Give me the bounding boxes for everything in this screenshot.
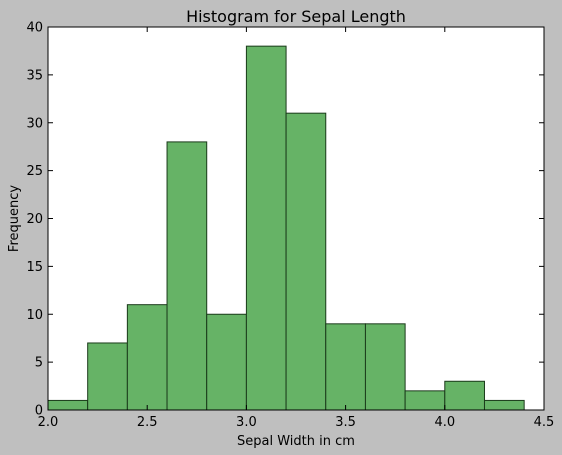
histogram-bar-8 <box>364 323 406 411</box>
histogram-bar-0 <box>47 399 89 411</box>
x-tick-label-5: 4.5 <box>534 415 555 430</box>
x-tick-label-2: 3.0 <box>236 415 257 430</box>
tick-labels-group: 2.0 2.5 3.0 3.5 4.0 4.5 0 5 10 15 20 25 30 35 40 <box>26 21 554 431</box>
plot-frame <box>47 26 545 411</box>
histogram-bar-10 <box>444 380 485 411</box>
histogram-bar-6 <box>285 112 327 411</box>
y-tick-label-4: 20 <box>26 212 43 227</box>
histogram-bar-4 <box>206 313 247 411</box>
histogram-bar-2 <box>126 304 168 411</box>
y-tick-label-8: 40 <box>26 21 43 36</box>
chart-title: Histogram for Sepal Length <box>186 7 406 26</box>
x-tick-label-0: 2.0 <box>38 415 59 430</box>
y-tick-label-7: 35 <box>26 68 43 83</box>
y-axis-label: Frequency <box>7 185 22 252</box>
x-tick-label-4: 4.0 <box>434 415 455 430</box>
y-tick-label-2: 10 <box>26 308 43 323</box>
x-tick-label-3: 3.5 <box>335 415 356 430</box>
histogram-bar-11 <box>483 399 525 411</box>
y-tick-label-6: 30 <box>26 116 43 131</box>
y-tick-label-1: 5 <box>35 356 43 371</box>
histogram-bar-9 <box>404 390 446 411</box>
histogram-bar-5 <box>245 45 287 411</box>
y-tick-label-3: 15 <box>26 260 43 275</box>
histogram-bar-3 <box>166 141 208 411</box>
x-tick-label-1: 2.5 <box>137 415 158 430</box>
bars-group <box>47 45 525 411</box>
x-axis-label: Sepal Width in cm <box>237 434 355 449</box>
histogram-bar-7 <box>325 323 366 411</box>
histogram-bar-1 <box>87 342 128 411</box>
y-tick-label-0: 0 <box>35 404 43 419</box>
y-tick-label-5: 25 <box>26 164 43 179</box>
